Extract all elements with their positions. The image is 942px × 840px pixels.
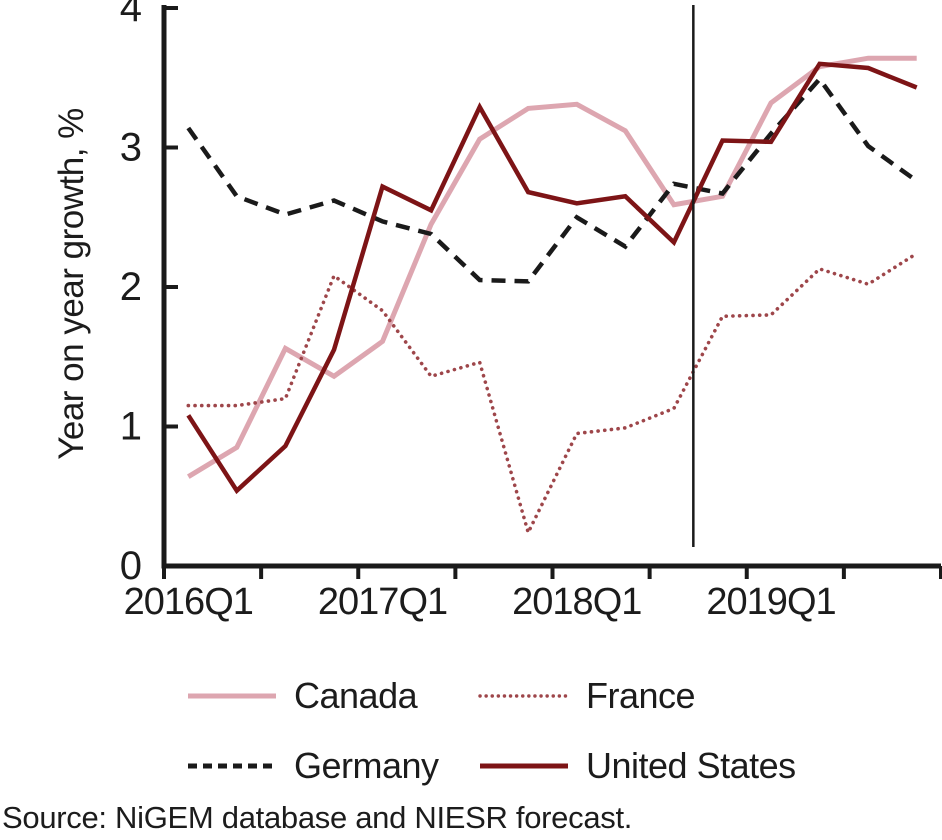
y-tick-label-3: 3 [120,126,142,170]
x-tick-label-2019Q1: 2019Q1 [706,581,835,623]
legend-label-canada: Canada [294,675,418,716]
plot-series [186,55,919,538]
legend-item-france: France [478,674,796,718]
y-axis-title: Year on year growth, % [52,108,91,460]
series-line-france [186,251,919,538]
france-line-swatch-icon [478,694,570,698]
legend-label-france: France [586,675,696,716]
series-line-canada [187,55,917,479]
y-tick-label-0: 0 [120,544,142,588]
legend-item-united-states: United States [478,744,796,788]
legend-item-germany: Germany [186,744,478,788]
chart-legend: Canada France Germany United States [186,674,796,788]
united-states-line-swatch-icon [480,763,568,769]
legend-label-united-states: United States [586,745,796,786]
y-tick-label-1: 1 [120,405,142,449]
legend-item-canada: Canada [186,674,478,718]
x-tick-label-2017Q1: 2017Q1 [318,581,447,623]
series-line-germany [186,75,919,284]
source-note: Source: NiGEM database and NIESR forecas… [2,800,633,835]
line-chart-canvas: 0 1 2 3 4 2016Q1 2017Q1 2018Q1 2019Q1 [120,0,942,623]
series-line-united-states [186,61,918,495]
canada-line-swatch-icon [188,693,276,699]
legend-label-germany: Germany [294,745,439,786]
x-tick-label-2016Q1: 2016Q1 [124,581,253,623]
germany-line-swatch-icon [188,763,276,769]
y-tick-label-4: 4 [120,0,142,30]
axes [161,5,942,579]
y-tick-label-2: 2 [120,265,142,309]
x-tick-label-2018Q1: 2018Q1 [512,581,641,623]
axis-tick-labels: 0 1 2 3 4 2016Q1 2017Q1 2018Q1 2019Q1 [120,0,837,623]
